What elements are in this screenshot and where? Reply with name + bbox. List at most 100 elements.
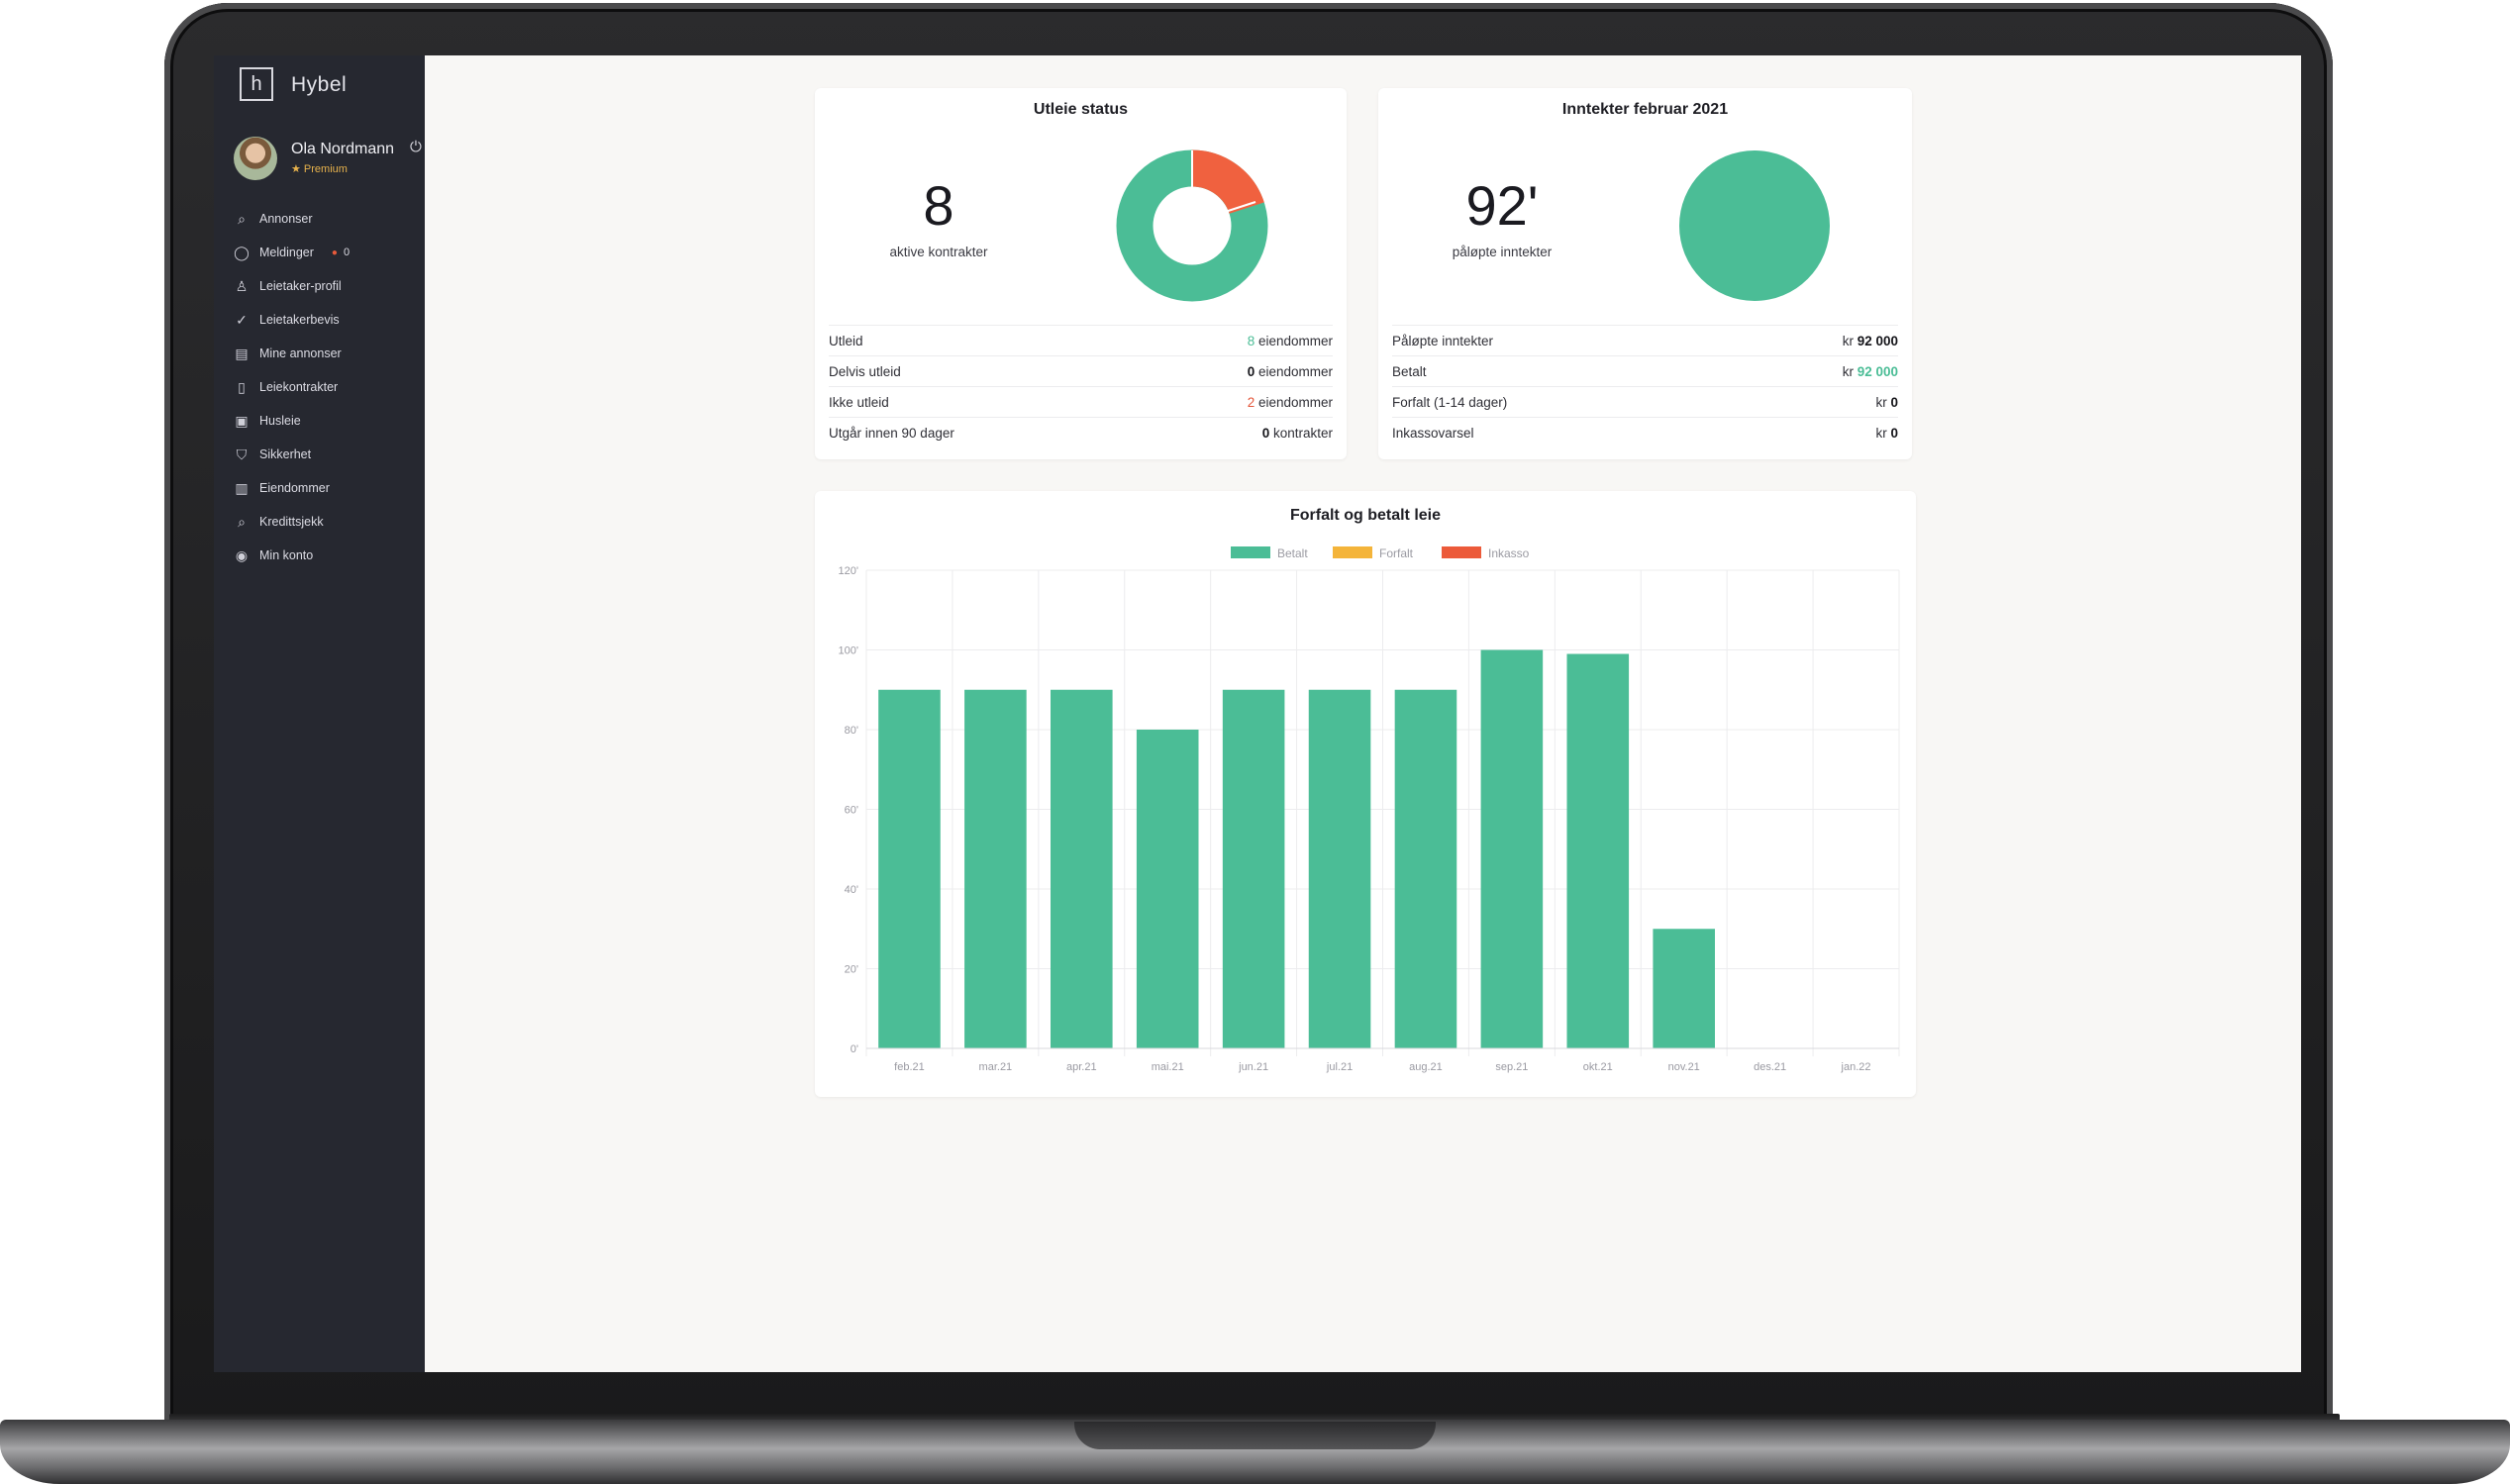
status-rows: Utleid 8 eiendommer Delvis utleid 0 eien… bbox=[829, 325, 1333, 447]
logo-icon[interactable]: h bbox=[240, 67, 273, 101]
sidebar: h Hybel Ola Nordmann ⏻ ★ Premium ⌕ Annon… bbox=[214, 55, 425, 1372]
card-title: Utleie status bbox=[1033, 101, 1129, 118]
x-tick-label: mai.21 bbox=[1152, 1061, 1184, 1073]
account-icon: ◉ bbox=[235, 546, 249, 563]
active-contracts-label: aktive kontrakter bbox=[889, 245, 988, 259]
rent-chart-card: Forfalt og betalt leie Betalt Forfalt Inka… bbox=[815, 491, 1916, 1097]
row-label: Påløpte inntekter bbox=[1392, 333, 1494, 348]
bar-betalt-feb.21 bbox=[878, 689, 941, 1048]
rental-status-card: Utleie status 8 aktive kontrakter Utleid… bbox=[815, 88, 1347, 459]
y-tick-label: 80' bbox=[845, 725, 858, 737]
brand-name[interactable]: Hybel bbox=[291, 73, 348, 96]
bar-betalt-aug.21 bbox=[1394, 689, 1457, 1048]
row-label: Betalt bbox=[1392, 363, 1427, 379]
message-count: 0 bbox=[343, 247, 351, 258]
sidebar-item-leietakerbevis[interactable]: ✓ Leietakerbevis bbox=[214, 303, 425, 337]
sidebar-item-kredittsjekk[interactable]: ⌕ Kredittsjekk bbox=[214, 505, 425, 539]
listing-icon: ▤ bbox=[235, 345, 249, 361]
sidebar-nav: ⌕ Annonser ◯ Meldinger ● 0 ♙ Leietaker-p… bbox=[214, 202, 425, 572]
bar-betalt-mar.21 bbox=[964, 689, 1027, 1048]
rent-bar-chart: Betalt Forfalt Inkasso 0' 20' 40' 60' 80' 100' 12… bbox=[839, 546, 1900, 1073]
screen: h Hybel Ola Nordmann ⏻ ★ Premium ⌕ Annon… bbox=[214, 55, 2301, 1372]
x-tick-label: mar.21 bbox=[979, 1061, 1013, 1073]
row-value: kr 0 bbox=[1875, 425, 1898, 441]
bar-betalt-sep.21 bbox=[1480, 649, 1544, 1048]
x-tick-label: feb.21 bbox=[894, 1061, 925, 1073]
sidebar-item-meldinger[interactable]: ◯ Meldinger ● 0 bbox=[214, 236, 425, 269]
x-tick-label: jul.21 bbox=[1326, 1061, 1353, 1073]
bar-betalt-apr.21 bbox=[1051, 689, 1113, 1048]
sidebar-item-husleie[interactable]: ▣ Husleie bbox=[214, 404, 425, 438]
row-label: Inkassovarsel bbox=[1392, 425, 1474, 441]
x-tick-label: sep.21 bbox=[1495, 1061, 1528, 1073]
sidebar-item-sikkerhet[interactable]: ⛉ Sikkerhet bbox=[214, 438, 425, 471]
bar-betalt-jun.21 bbox=[1222, 689, 1285, 1048]
row-value: 8 eiendommer bbox=[1247, 333, 1333, 348]
sidebar-item-label: Leietakerbevis bbox=[259, 313, 340, 327]
sidebar-item-leietaker-profil[interactable]: ♙ Leietaker-profil bbox=[214, 269, 425, 303]
user-icon: ♙ bbox=[235, 277, 249, 294]
income-row-accrued: Påløpte inntekter kr 92 000 bbox=[1392, 325, 1898, 355]
sidebar-item-label: Husleie bbox=[259, 414, 301, 428]
row-label: Utgår innen 90 dager bbox=[829, 425, 954, 441]
power-icon[interactable]: ⏻ bbox=[410, 139, 422, 155]
status-row-utleid: Utleid 8 eiendommer bbox=[829, 325, 1333, 355]
x-tick-label: okt.21 bbox=[1583, 1061, 1613, 1073]
building-icon: ▥ bbox=[235, 479, 249, 496]
zoom-icon: ⌕ bbox=[238, 513, 246, 530]
check-circle-icon: ✓ bbox=[236, 311, 248, 328]
avatar[interactable] bbox=[234, 137, 277, 180]
search-icon: ⌕ bbox=[238, 210, 246, 227]
income-row-overdue: Forfalt (1-14 dager) kr 0 bbox=[1392, 386, 1898, 417]
pie-full-slice bbox=[1679, 150, 1830, 301]
premium-badge: ★ Premium bbox=[291, 163, 348, 175]
x-tick-label: des.21 bbox=[1754, 1061, 1786, 1073]
invoice-icon: ▣ bbox=[235, 412, 249, 429]
laptop-notch bbox=[1074, 1422, 1436, 1449]
sidebar-item-mine-annonser[interactable]: ▤ Mine annonser bbox=[214, 337, 425, 370]
sidebar-item-eiendommer[interactable]: ▥ Eiendommer bbox=[214, 471, 425, 505]
legend-swatch-betalt bbox=[1231, 546, 1270, 558]
status-row-ikke-utleid: Ikke utleid 2 eiendommer bbox=[829, 386, 1333, 417]
sidebar-item-label: Leiekontrakter bbox=[259, 380, 339, 394]
bar-betalt-okt.21 bbox=[1566, 653, 1630, 1048]
bar-betalt-mai.21 bbox=[1136, 730, 1199, 1048]
sidebar-item-label: Min konto bbox=[259, 548, 314, 562]
accrued-income-label: påløpte inntekter bbox=[1452, 245, 1553, 259]
row-value: kr 92 000 bbox=[1842, 333, 1898, 348]
chart-title: Forfalt og betalt leie bbox=[1289, 507, 1441, 524]
accrued-income-amount: 92' bbox=[1465, 174, 1539, 237]
x-tick-label: jan.22 bbox=[1841, 1061, 1871, 1073]
document-icon: ▯ bbox=[238, 378, 246, 395]
row-value: 2 eiendommer bbox=[1247, 394, 1333, 410]
status-row-delvis-utleid: Delvis utleid 0 eiendommer bbox=[829, 355, 1333, 386]
sidebar-item-label: Eiendommer bbox=[259, 481, 330, 495]
y-tick-label: 0' bbox=[851, 1043, 858, 1055]
row-value: kr 92 000 bbox=[1842, 363, 1898, 379]
status-row-utgar: Utgår innen 90 dager 0 kontrakter bbox=[829, 417, 1333, 447]
row-value: 0 eiendommer bbox=[1247, 363, 1333, 379]
legend-label-inkasso: Inkasso bbox=[1488, 546, 1530, 560]
x-tick-label: jun.21 bbox=[1238, 1061, 1268, 1073]
row-label: Utleid bbox=[829, 333, 863, 348]
income-card: Inntekter februar 2021 92' påløpte innte… bbox=[1378, 88, 1912, 459]
row-label: Forfalt (1-14 dager) bbox=[1392, 394, 1508, 410]
income-pie-chart bbox=[1679, 150, 1830, 301]
income-row-collection: Inkassovarsel kr 0 bbox=[1392, 417, 1898, 447]
shield-check-icon: ⛉ bbox=[236, 445, 248, 462]
row-value: kr 0 bbox=[1875, 394, 1898, 410]
sidebar-item-label: Annonser bbox=[259, 212, 313, 226]
y-tick-label: 20' bbox=[845, 964, 858, 976]
sidebar-item-min-konto[interactable]: ◉ Min konto bbox=[214, 539, 425, 572]
row-label: Ikke utleid bbox=[829, 394, 889, 410]
income-rows: Påløpte inntekter kr 92 000 Betalt kr 92… bbox=[1392, 325, 1898, 447]
y-tick-label: 60' bbox=[845, 805, 858, 817]
sidebar-item-annonser[interactable]: ⌕ Annonser bbox=[214, 202, 425, 236]
income-row-paid: Betalt kr 92 000 bbox=[1392, 355, 1898, 386]
bar-betalt-nov.21 bbox=[1653, 929, 1715, 1048]
sidebar-item-leiekontrakter[interactable]: ▯ Leiekontrakter bbox=[214, 370, 425, 404]
donut-segment-ikke-utleid bbox=[1191, 149, 1264, 215]
bar-betalt-jul.21 bbox=[1308, 689, 1371, 1048]
user-name[interactable]: Ola Nordmann bbox=[291, 141, 395, 157]
x-tick-label: nov.21 bbox=[1668, 1061, 1700, 1073]
